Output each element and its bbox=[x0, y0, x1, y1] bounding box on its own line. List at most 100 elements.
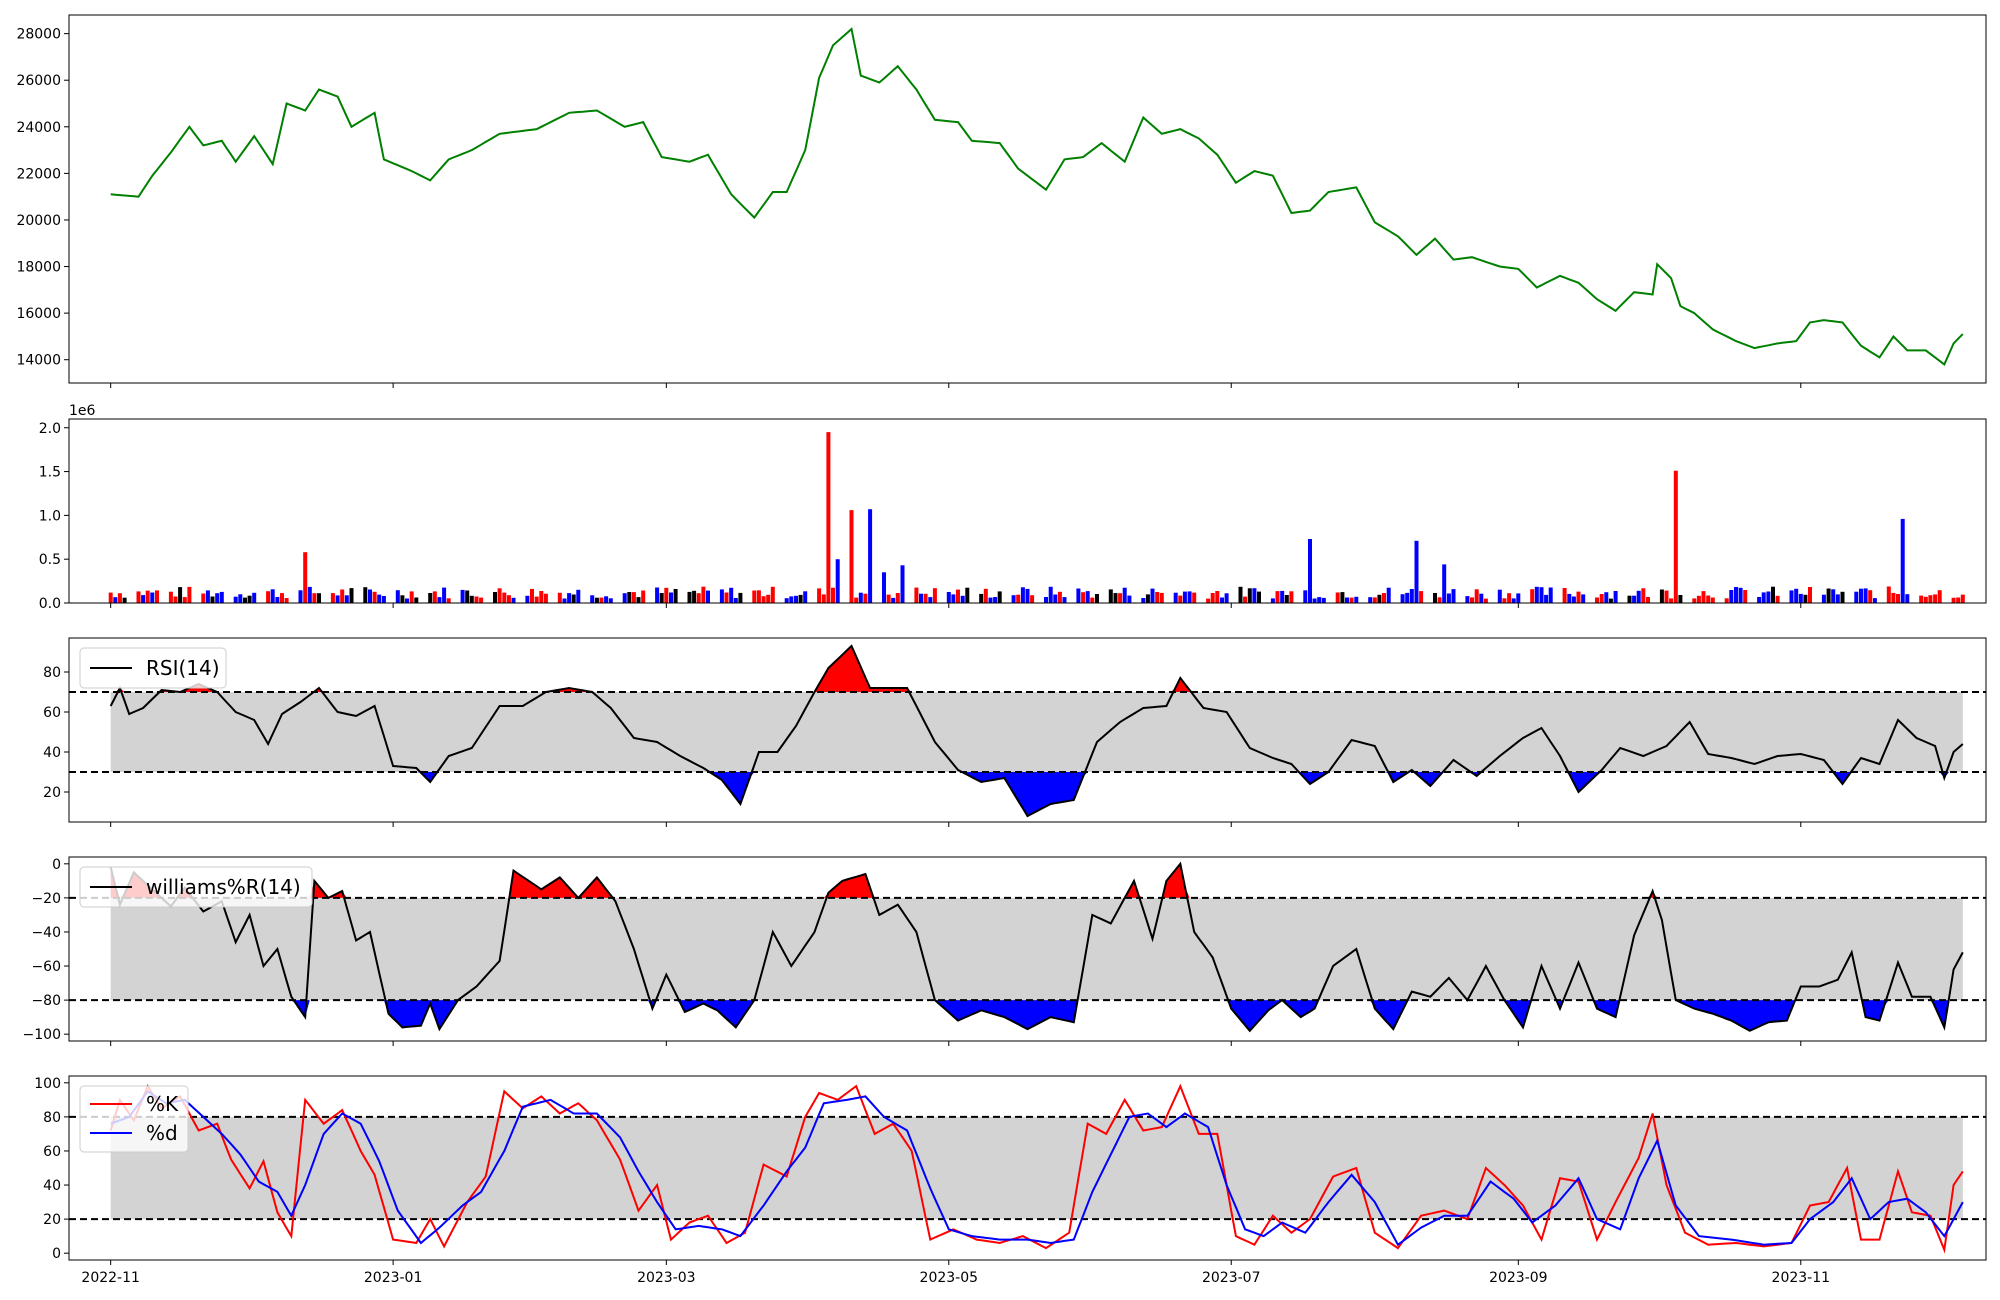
volume-bar bbox=[1743, 590, 1748, 603]
volume-bar bbox=[1382, 593, 1386, 603]
volume-bar bbox=[1863, 588, 1868, 603]
xtick-label: 2023-01 bbox=[364, 1270, 423, 1286]
volume-bar bbox=[738, 592, 743, 603]
volume-bar bbox=[1335, 592, 1340, 603]
volume-bar bbox=[1011, 595, 1016, 603]
volume-bar bbox=[1108, 589, 1113, 603]
volume-bar bbox=[280, 593, 284, 603]
williams-ytick-label: 0 bbox=[52, 857, 61, 873]
volume-bar bbox=[1641, 588, 1646, 603]
volume-bar bbox=[604, 596, 609, 603]
volume-bar bbox=[1798, 593, 1803, 603]
volume-bar bbox=[1673, 470, 1678, 603]
volume-bar bbox=[1757, 597, 1762, 603]
volume-bar bbox=[733, 598, 738, 603]
volume-bar bbox=[330, 593, 335, 603]
volume-bar bbox=[187, 586, 192, 603]
rsi-band bbox=[110, 692, 1963, 772]
volume-bar bbox=[395, 590, 400, 603]
volume-bar bbox=[1933, 594, 1938, 603]
stoch-ytick-label: 100 bbox=[34, 1076, 61, 1092]
volume-bar bbox=[141, 595, 146, 603]
volume-bar bbox=[1178, 595, 1183, 603]
volume-bar bbox=[979, 593, 984, 603]
volume-bar bbox=[1030, 595, 1035, 603]
xtick-label: 2023-03 bbox=[637, 1270, 696, 1286]
volume-bar bbox=[1896, 594, 1900, 603]
volume-bar bbox=[340, 589, 345, 603]
volume-bar bbox=[1919, 595, 1924, 603]
volume-bar bbox=[1368, 597, 1373, 603]
volume-bar bbox=[1738, 587, 1743, 603]
volume-bar bbox=[1659, 589, 1664, 603]
volume-bar bbox=[1182, 591, 1187, 603]
volume-bar bbox=[1243, 596, 1248, 603]
williams-panel: −100 −80 −60 −40 −20 0 williams%R(14) bbox=[23, 856, 1987, 1046]
volume-bar bbox=[1280, 590, 1285, 603]
volume-bar bbox=[576, 589, 581, 603]
volume-bar bbox=[1507, 593, 1512, 603]
volume-bar bbox=[1821, 594, 1826, 603]
volume-bar bbox=[951, 594, 956, 603]
volume-bar bbox=[368, 589, 372, 603]
volume-bar bbox=[673, 589, 678, 603]
volume-bar bbox=[719, 589, 724, 603]
volume-bar bbox=[868, 509, 873, 603]
volume-bar bbox=[1220, 597, 1224, 603]
volume-bar bbox=[1270, 598, 1275, 603]
volume-bar bbox=[622, 593, 627, 603]
volume-bar bbox=[590, 595, 595, 603]
volume-bar bbox=[432, 591, 437, 603]
volume-bar bbox=[919, 593, 923, 603]
volume-bar bbox=[706, 590, 710, 603]
volume-bar bbox=[1405, 592, 1410, 603]
williams-ytick-label: −60 bbox=[31, 959, 61, 975]
rsi-panel: 20 40 60 80 RSI(14) bbox=[43, 637, 1987, 827]
volume-bar bbox=[594, 597, 599, 603]
volume-bar bbox=[923, 593, 928, 603]
volume-bar bbox=[108, 592, 113, 603]
volume-bar bbox=[1923, 596, 1928, 603]
volume-bar bbox=[655, 587, 660, 603]
volume-bar bbox=[534, 596, 539, 603]
volume-bar bbox=[1118, 593, 1123, 603]
volume-bar bbox=[1636, 590, 1641, 603]
stoch-ytick-label: 40 bbox=[43, 1178, 61, 1194]
williams-legend-box bbox=[79, 866, 313, 908]
stoch-legend: %K %d bbox=[79, 1085, 189, 1153]
volume-bar bbox=[219, 591, 224, 603]
stochastic-panel: 0 20 40 60 80 100 2022-11 2023-01 2023-03 2023-05… bbox=[34, 1075, 1987, 1286]
volume-bar bbox=[1141, 598, 1146, 603]
volume-bar bbox=[113, 597, 118, 603]
volume-bar bbox=[1775, 595, 1780, 603]
volume-bar bbox=[1095, 594, 1099, 603]
stoch-axes-frame bbox=[68, 1075, 1987, 1261]
volume-bar bbox=[1581, 594, 1586, 603]
stoch-ytick-label: 0 bbox=[52, 1246, 61, 1262]
volume-bar bbox=[372, 591, 377, 603]
volume-bar bbox=[145, 590, 150, 603]
volume-bar bbox=[1669, 598, 1674, 603]
volume-bar bbox=[122, 597, 127, 603]
volume-bar bbox=[1289, 591, 1294, 603]
volume-bar bbox=[664, 587, 669, 603]
volume-bar bbox=[117, 593, 122, 603]
volume-bar bbox=[729, 587, 734, 603]
price-ytick-label: 14000 bbox=[16, 353, 61, 369]
volume-bar bbox=[1210, 593, 1215, 603]
volume-bar bbox=[1308, 539, 1312, 603]
volume-bar bbox=[1803, 594, 1808, 603]
volume-bar bbox=[1400, 594, 1405, 603]
volume-bar bbox=[1465, 596, 1470, 603]
williams-ytick-label: −20 bbox=[31, 891, 61, 907]
volume-bar bbox=[1567, 593, 1572, 603]
volume-bar bbox=[266, 591, 271, 603]
volume-bar bbox=[997, 591, 1002, 603]
volume-bar bbox=[1951, 597, 1956, 603]
volume-bar bbox=[1562, 588, 1567, 603]
volume-bar bbox=[1409, 589, 1414, 603]
stoch-legend-k-label: %K bbox=[146, 1092, 179, 1116]
volume-bar bbox=[965, 587, 970, 603]
stoch-d-line bbox=[110, 1089, 1964, 1247]
xtick-label: 2023-09 bbox=[1489, 1270, 1548, 1286]
